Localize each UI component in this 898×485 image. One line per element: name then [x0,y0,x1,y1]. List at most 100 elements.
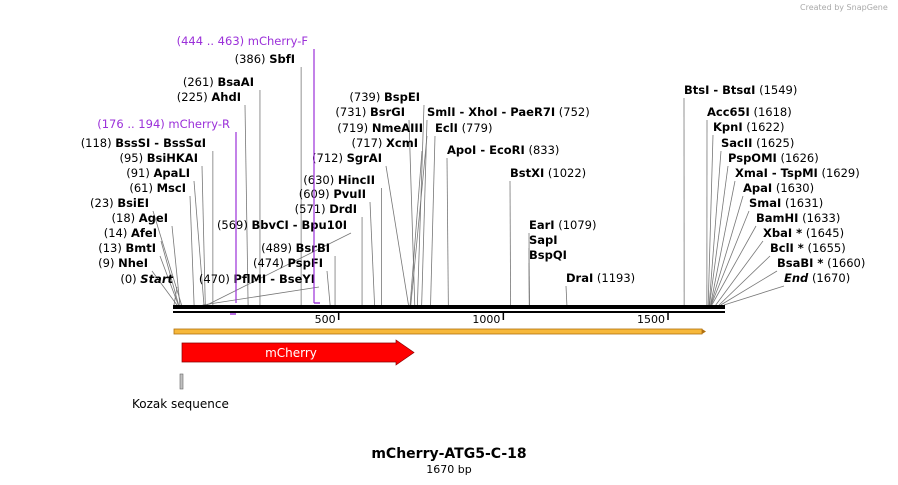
site-label[interactable]: (719) NmeAIII [337,121,423,135]
site-label[interactable]: (569) BbvCI - Bpu10I [217,218,347,232]
site-label[interactable]: XbaI * (1645) [763,226,844,240]
site-enzyme: SgrAI [347,151,382,165]
site-label[interactable]: BsaBI * (1660) [777,256,865,270]
site-label[interactable]: BspQI [529,248,567,262]
site-label[interactable]: (717) XcmI [351,136,418,150]
site-position: (1079) [558,218,596,232]
site-label[interactable]: (9) NheI [98,256,148,270]
site-enzyme: BspEI [384,90,420,104]
site-label[interactable]: (609) PvuII [299,187,366,201]
site-enzyme: XcmI [386,136,418,150]
site-label[interactable]: (261) BsaAI [183,75,254,89]
site-label[interactable]: (95) BsiHKAI [119,151,198,165]
site-label[interactable]: (14) AfeI [104,226,157,240]
primer-reverse[interactable]: (176 .. 194) mCherry-R [97,117,237,315]
primer-forward[interactable]: (444 .. 463) mCherry-F [177,34,320,304]
site-label[interactable]: ApaI (1630) [743,181,814,195]
site-position: (1631) [785,196,823,210]
site-connector [410,135,428,306]
site-label[interactable]: PspOMI (1626) [728,151,819,165]
site-label[interactable]: (61) MscI [129,181,186,195]
site-connector [189,195,195,306]
site-label[interactable]: (225) AhdI [177,90,241,104]
site-position: (731) [335,105,366,119]
site-connector [171,225,181,306]
site-connector [718,255,771,306]
site-label[interactable]: (571) DrdI [295,202,357,216]
site-connector [446,157,449,306]
site-enzyme: ApaI [743,181,772,195]
site-label[interactable]: SmlI - XhoI - PaeR7I (752) [427,105,590,119]
site-position: (1629) [821,166,859,180]
site-connector [408,119,416,306]
site-connector [152,210,182,306]
site-enzyme: BspQI [529,248,567,262]
site-label[interactable]: (23) BsiEI [90,196,149,210]
site-enzyme: HincII [338,173,375,187]
backbone-top [173,305,725,309]
site-label[interactable]: (13) BmtI [98,241,156,255]
site-position: (717) [351,136,382,150]
site-position: (571) [295,202,326,216]
feature-kozak[interactable]: Kozak sequence [132,373,229,411]
site-label[interactable]: EclI (779) [435,121,493,135]
site-enzyme: XmaI - TspMI [735,166,818,180]
site-enzyme: BtsI - BtsαI [684,83,755,97]
site-label[interactable]: (470) PflMI - BseYI [199,272,315,286]
site-label[interactable]: EarI (1079) [529,218,596,232]
site-enzyme: MscI [157,181,186,195]
site-enzyme: PspFI [288,256,323,270]
site-position: (739) [349,90,380,104]
ruler-tick-label: 1000 [472,313,500,326]
site-enzyme: EclI [435,121,458,135]
site-label[interactable]: End (1670) [784,271,850,285]
site-enzyme: AgeI [139,211,168,225]
site-connector [193,180,205,306]
site-label[interactable]: (91) ApaLI [126,166,190,180]
site-label[interactable]: (739) BspEI [349,90,420,104]
site-label[interactable]: BtsI - BtsαI (1549) [684,83,797,97]
site-connector [201,165,206,306]
site-position: (630) [303,173,334,187]
site-enzyme: SmaI [749,196,781,210]
site-label[interactable]: (489) BsrBI [261,241,330,255]
site-enzyme: SbfI [269,52,295,66]
site-label[interactable]: (630) HincII [303,173,375,187]
site-position: (719) [337,121,368,135]
site-position: (61) [129,181,153,195]
site-label[interactable]: (474) PspFI [253,256,323,270]
site-label[interactable]: DraI (1193) [566,271,635,285]
site-enzyme: BsrBI [296,241,330,255]
site-label[interactable]: BclI * (1655) [770,241,846,255]
site-label[interactable]: KpnI (1622) [713,120,785,134]
site-position: (1655) [807,241,845,255]
site-connector [409,150,423,306]
site-label[interactable]: Acc65I (1618) [707,105,792,119]
site-enzyme: BsrGI [370,105,405,119]
site-connector [711,225,757,306]
site-enzyme: BsaAI [217,75,254,89]
site-enzyme: BsiEI [117,196,149,210]
site-label[interactable]: BstXI (1022) [510,166,586,180]
site-label[interactable]: (386) SbfI [235,52,295,66]
site-label[interactable]: XmaI - TspMI (1629) [735,166,860,180]
site-label[interactable]: (731) BsrGI [335,105,405,119]
feature-mcherry[interactable]: mCherry [181,339,415,366]
site-position: (1633) [802,211,840,225]
site-label[interactable]: SacII (1625) [721,136,794,150]
site-label[interactable]: SapI [529,233,558,247]
site-label[interactable]: BamHI (1633) [756,211,840,225]
site-label[interactable]: (0) Start [120,272,173,286]
site-enzyme: EarI [529,218,555,232]
site-label[interactable]: SmaI (1631) [749,196,823,210]
site-label[interactable]: (118) BssSI - BssSαI [81,136,206,150]
mcherry-label: mCherry [265,346,317,360]
site-enzyme: PflMI - BseYI [234,272,315,286]
site-connector [369,201,375,306]
site-enzyme: BssSI - BssSαI [115,136,206,150]
site-enzyme: ApaLI [154,166,191,180]
site-label[interactable]: ApoI - EcoRI (833) [447,143,559,157]
site-connector [159,255,179,306]
site-label[interactable]: (18) AgeI [112,211,168,225]
site-label[interactable]: (712) SgrAI [312,151,382,165]
